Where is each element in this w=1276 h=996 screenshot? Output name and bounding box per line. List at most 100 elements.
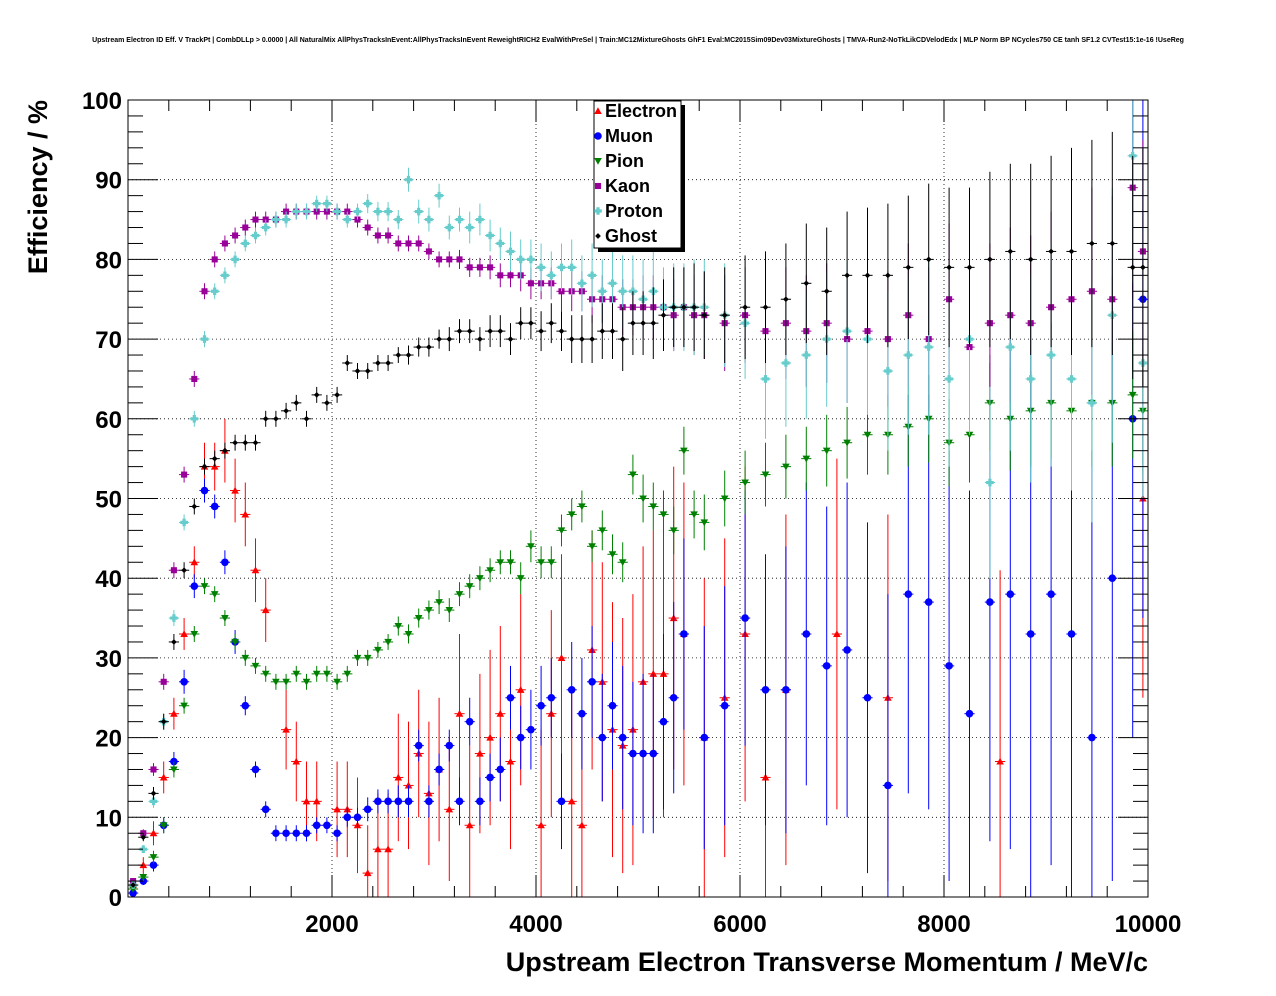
pion-point (445, 607, 454, 614)
y-tick-label: 0 (109, 885, 122, 912)
y-tick-label: 80 (95, 247, 122, 274)
pion-point (608, 551, 617, 559)
electron-point (455, 709, 464, 717)
electron-point (537, 821, 545, 829)
pion-point (863, 431, 872, 439)
proton-point (608, 279, 617, 288)
muon-point (1108, 574, 1117, 582)
electron-point (282, 725, 290, 733)
ghost-point (140, 834, 147, 841)
pion-point (312, 670, 321, 678)
proton-point (353, 207, 362, 216)
ghost-point (344, 360, 351, 366)
kaon-point (487, 264, 494, 271)
ghost-point (548, 320, 555, 327)
ghost-point (497, 328, 504, 334)
pion-point (149, 854, 158, 861)
legend-label-pion: Pion (605, 151, 644, 171)
pion-point (180, 702, 188, 710)
muon-point (465, 717, 474, 726)
ghost-point (946, 264, 952, 271)
pion-point (639, 495, 647, 503)
muon-point (333, 829, 341, 838)
pion-point (486, 567, 494, 575)
proton-point (802, 351, 811, 359)
muon-point (1026, 630, 1035, 638)
ghost-point (823, 288, 830, 295)
muon-point (272, 829, 280, 838)
kaon-point (170, 567, 177, 574)
ghost-point (966, 264, 973, 271)
legend-label-electron: Electron (605, 101, 677, 121)
proton-point (312, 199, 321, 208)
proton-point (170, 614, 178, 622)
ghost-point (630, 320, 636, 327)
proton-point (445, 223, 454, 232)
pion-point (333, 678, 341, 686)
electron-point (833, 630, 841, 638)
kaon-point (242, 224, 249, 231)
proton-point (986, 478, 994, 487)
ghost-point (528, 320, 534, 327)
proton-point (241, 239, 250, 248)
legend-label-proton: Proton (605, 201, 663, 221)
muon-point (649, 749, 658, 758)
proton-point (761, 375, 770, 383)
ghost-point (334, 392, 340, 398)
ghost-point (242, 439, 249, 446)
electron-point (363, 869, 372, 877)
kaon-point (374, 232, 381, 239)
muon-point (200, 486, 209, 495)
kaon-point (160, 678, 167, 685)
kaon-point (476, 264, 483, 271)
muon-point (639, 749, 647, 758)
muon-point (588, 678, 596, 686)
electron-point (292, 757, 301, 765)
x-tick-label: 4000 (509, 911, 562, 938)
muon-point (282, 829, 290, 838)
electron-point (465, 821, 474, 829)
pion-point (425, 607, 433, 614)
ghost-point (670, 304, 677, 311)
kaon-point (446, 256, 453, 263)
muon-point (486, 773, 494, 782)
pion-point (700, 519, 709, 527)
kaon-point (201, 288, 208, 295)
proton-point (945, 375, 953, 383)
electron-point (159, 773, 168, 781)
pion-point (843, 439, 851, 447)
pion-point (210, 591, 219, 598)
pion-point (680, 447, 688, 455)
proton-point (190, 415, 199, 423)
proton-point (1006, 343, 1015, 351)
kaon-point (150, 766, 157, 773)
proton-point (374, 207, 382, 216)
ghost-point (742, 304, 748, 311)
ghost-point (558, 328, 565, 334)
ghost-point (273, 415, 279, 422)
kaon-point (232, 232, 239, 239)
ghost-point (283, 407, 289, 414)
proton-point (425, 215, 433, 224)
ghost-point (436, 336, 442, 342)
proton-point (527, 255, 535, 264)
pion-point (190, 630, 199, 638)
kaon-point (466, 264, 473, 271)
proton-point (486, 231, 494, 240)
ghost-point (660, 312, 667, 319)
pion-point (588, 543, 596, 551)
ghost-point (211, 455, 218, 462)
muon-point (210, 502, 219, 511)
x-tick-label: 6000 (713, 911, 766, 938)
proton-point (455, 215, 464, 224)
proton-point (588, 271, 596, 280)
kaon-point (436, 256, 443, 263)
ghost-point (415, 344, 422, 350)
pion-point (578, 503, 586, 511)
pion-point (802, 455, 811, 463)
muon-point (1088, 733, 1096, 742)
ghost-point (783, 296, 789, 303)
ghost-point (701, 312, 708, 319)
pion-point (782, 463, 790, 471)
muon-point (435, 765, 443, 774)
